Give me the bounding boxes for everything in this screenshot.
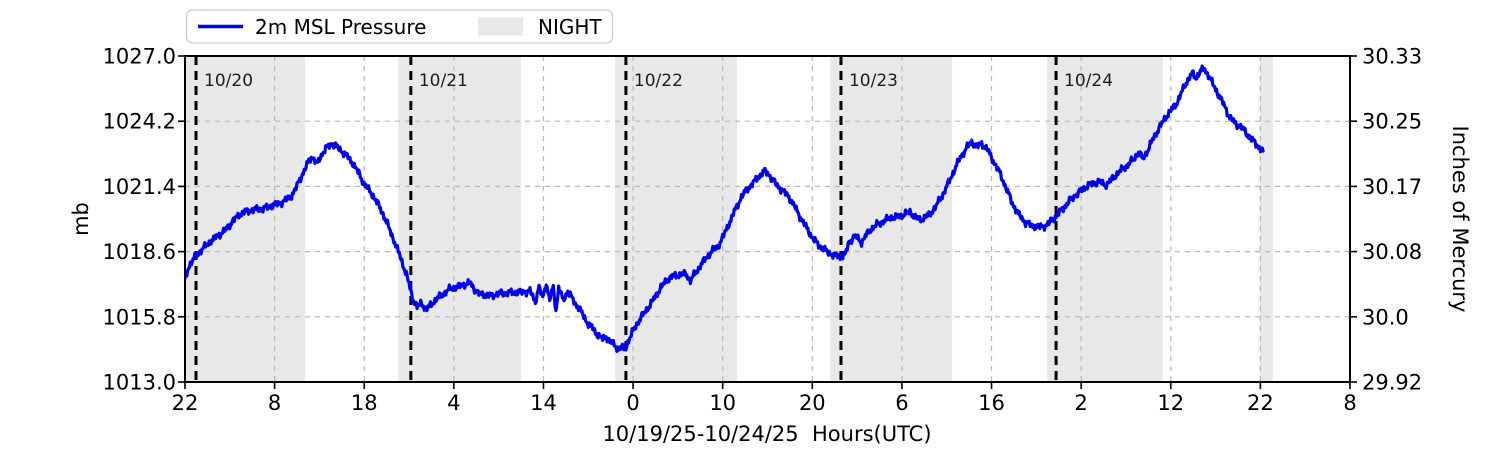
night-band	[1047, 57, 1163, 381]
night-shading-layer	[186, 57, 1273, 381]
legend-label-night: NIGHT	[538, 15, 602, 39]
y-left-tick-label: 1024.2	[103, 110, 176, 134]
date-label: 10/23	[849, 71, 898, 91]
pressure-line-layer	[185, 64, 1265, 353]
midnight-dashed-lines-layer	[194, 56, 1058, 382]
y-right-tick-label: 30.0	[1362, 305, 1409, 329]
y-right-tick-label: 30.17	[1362, 175, 1422, 199]
date-label: 10/20	[204, 71, 253, 91]
x-tick-label: 22	[1247, 391, 1274, 415]
x-tick-label: 10	[709, 391, 736, 415]
x-tick-label: 18	[351, 391, 378, 415]
y-left-tick-label: 1018.6	[103, 240, 176, 264]
x-tick-label: 20	[799, 391, 826, 415]
x-axis-title: 10/19/25-10/24/25 Hours(UTC)	[602, 422, 931, 446]
x-tick-label: 16	[978, 391, 1005, 415]
legend-label-pressure: 2m MSL Pressure	[255, 15, 426, 39]
x-tick-label: 8	[268, 391, 281, 415]
y-right-tick-label: 30.33	[1362, 45, 1422, 69]
legend: 2m MSL Pressure NIGHT	[185, 9, 614, 44]
date-label-layer: 10/20 10/21 10/22 10/23 10/24	[204, 71, 1113, 91]
y-right-tick-label: 30.08	[1362, 240, 1422, 264]
night-band	[186, 57, 306, 381]
x-tick-label: 6	[895, 391, 908, 415]
y-left-tick-label: 1021.4	[103, 175, 176, 199]
date-label: 10/24	[1064, 71, 1113, 91]
y-right-tick-label: 30.25	[1362, 110, 1422, 134]
y-axis-title-right: Inches of Mercury	[1448, 126, 1472, 313]
y-left-tick-label: 1013.0	[103, 371, 176, 395]
x-tick-label: 22	[172, 391, 199, 415]
x-tick-label: 2	[1074, 391, 1087, 415]
night-band	[398, 57, 522, 381]
y-left-tick-label: 1027.0	[103, 45, 176, 69]
x-tick-label: 8	[1343, 391, 1356, 415]
x-tick-label: 12	[1157, 391, 1184, 415]
plot-border	[184, 55, 1351, 383]
y-left-tick-label: 1015.8	[103, 305, 176, 329]
tick-label-layer: 22 8 18 4 14 0 10 20 6 16 2 12 22 8 1027.0 30.33 1024.2 3…	[103, 45, 1423, 416]
y-axis-title-left: mb	[69, 202, 93, 236]
x-tick-label: 0	[626, 391, 639, 415]
night-band	[1259, 57, 1273, 381]
y-right-tick-label: 29.92	[1362, 371, 1422, 395]
x-tick-label: 14	[530, 391, 557, 415]
date-label: 10/22	[634, 71, 683, 91]
pressure-line	[185, 64, 1265, 353]
legend-night-patch	[478, 17, 523, 36]
x-tick-label: 4	[447, 391, 460, 415]
axes-layer	[178, 55, 1357, 389]
date-label: 10/21	[419, 71, 468, 91]
